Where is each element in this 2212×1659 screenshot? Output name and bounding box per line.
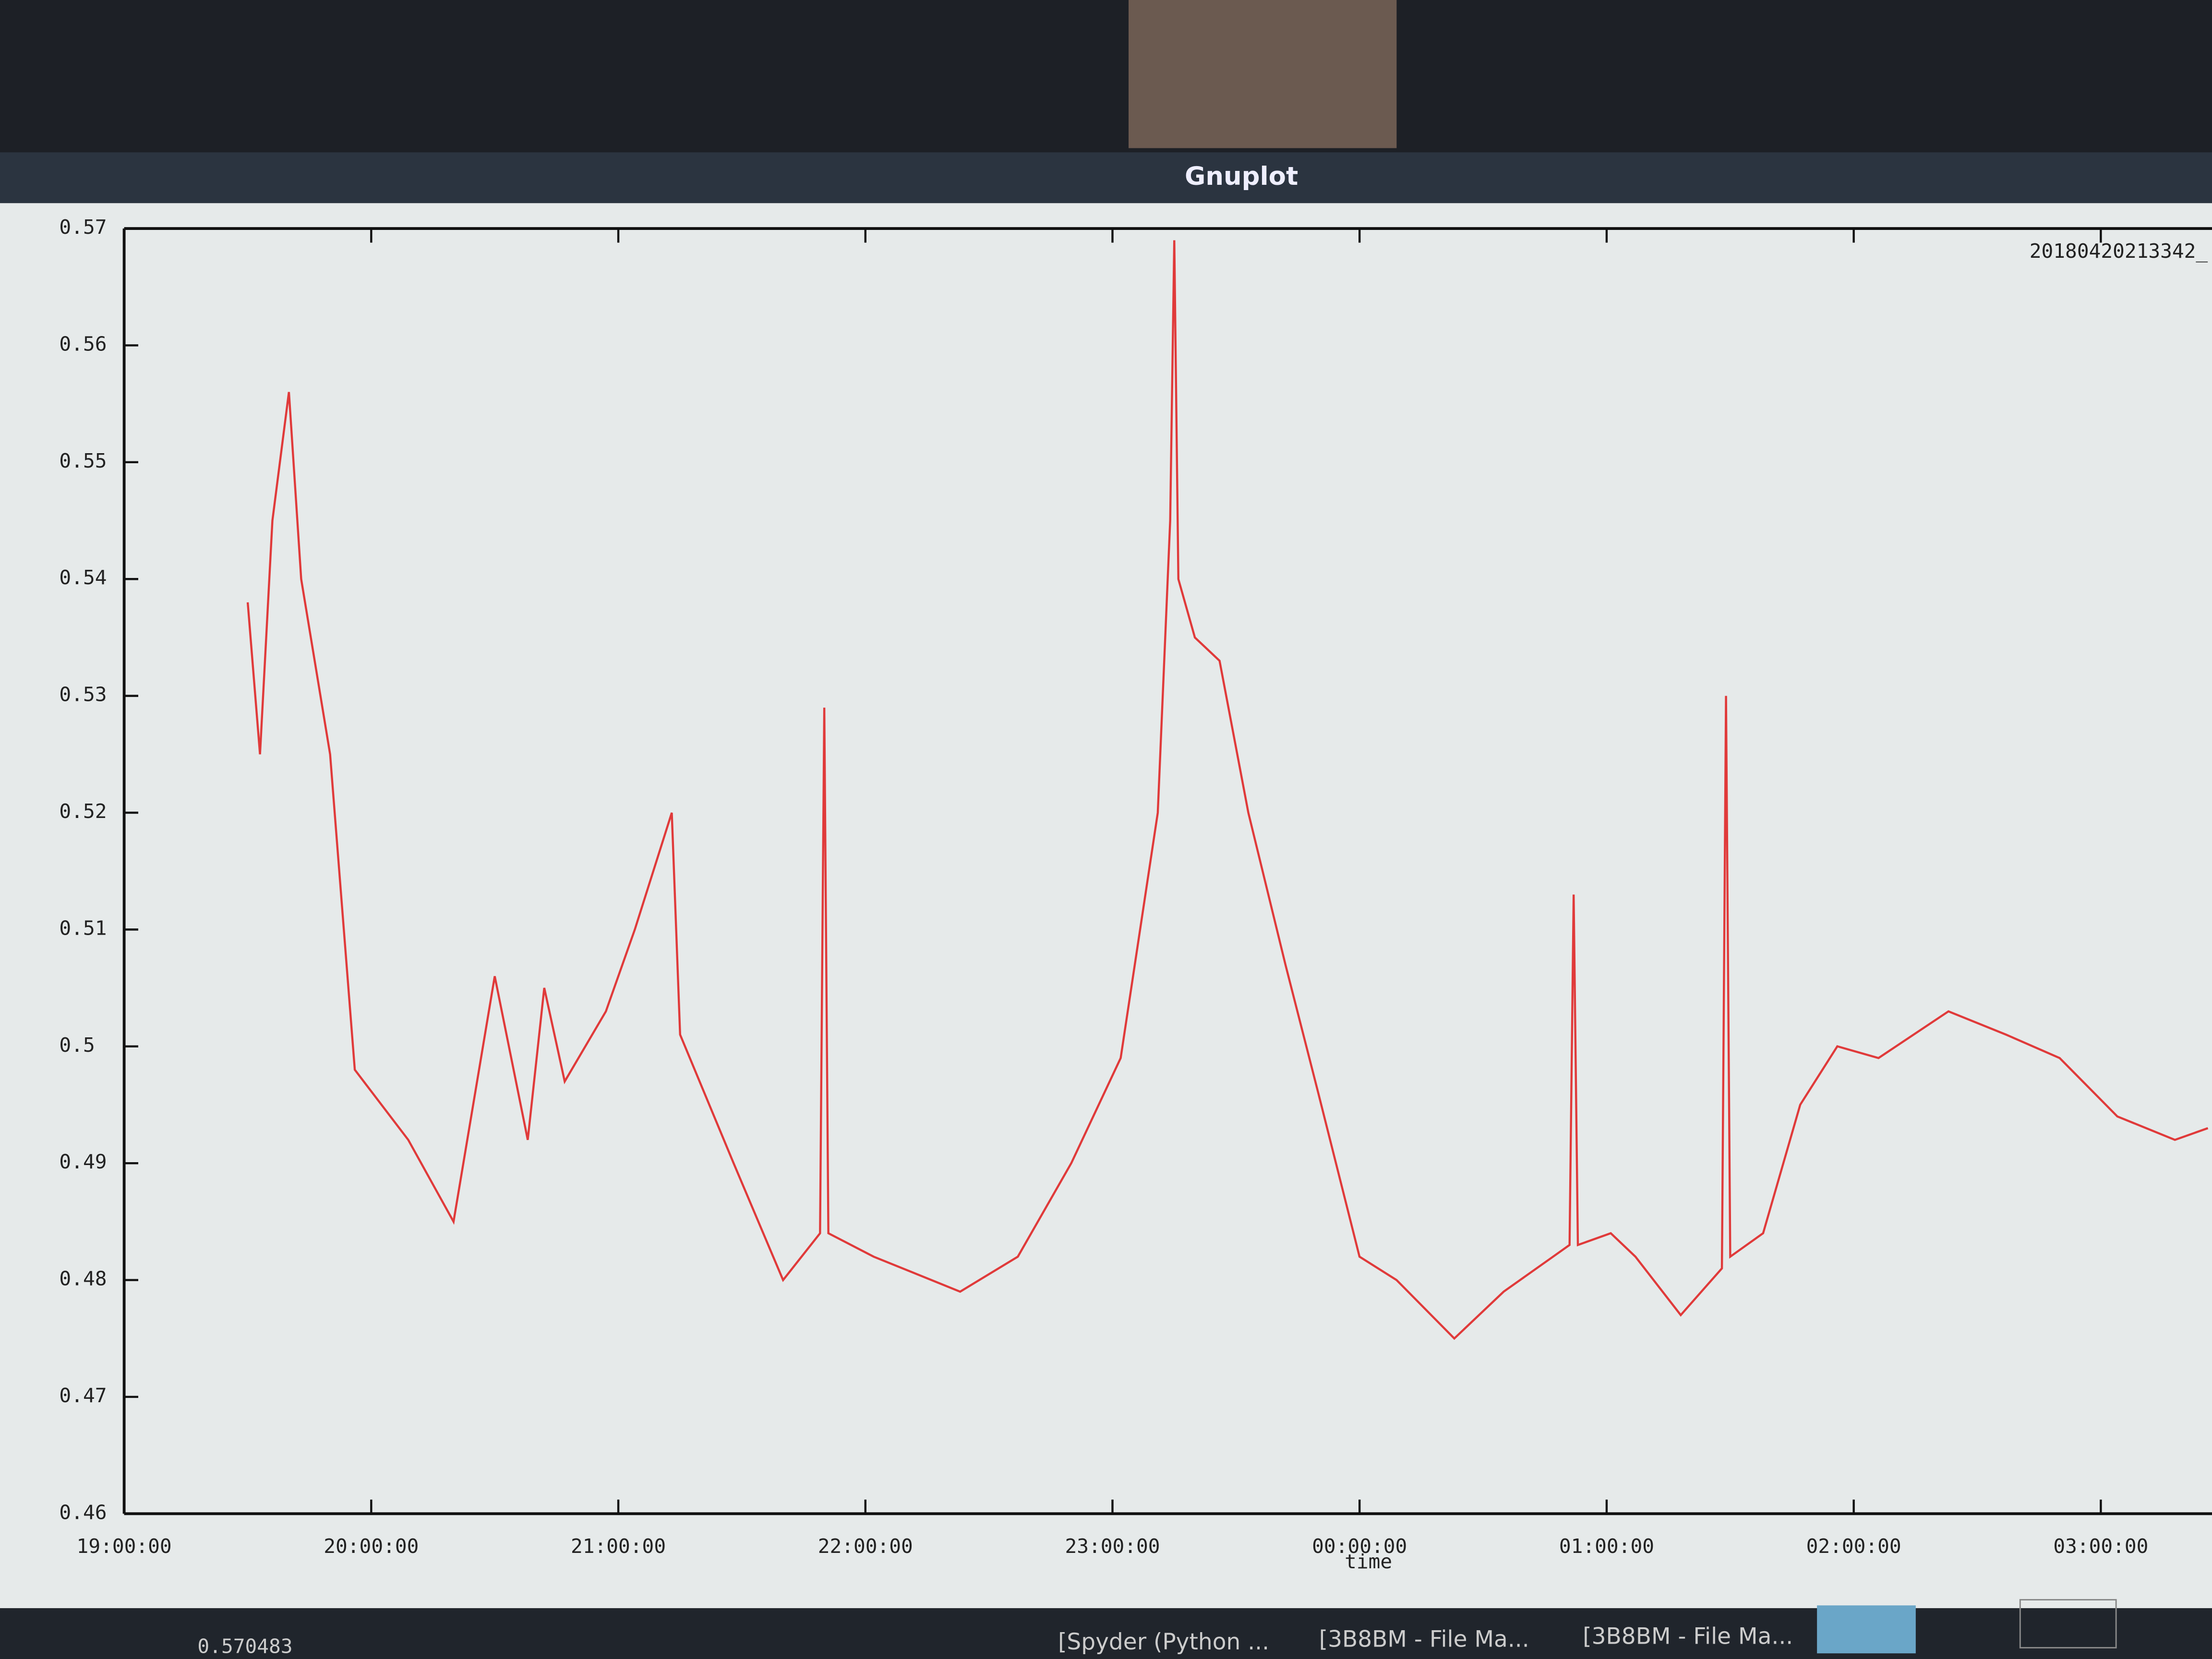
y-tick-label: 0.51: [59, 916, 107, 939]
y-tick-label: 0.54: [59, 566, 107, 589]
terminal-button[interactable]: [2019, 1599, 2117, 1648]
y-tick-label: 0.53: [59, 683, 107, 706]
data-line: [246, 240, 2209, 1340]
tape: [1129, 0, 1397, 148]
x-tick-label: 21:00:00: [571, 1535, 666, 1558]
y-tick-label: 0.55: [59, 449, 107, 472]
status-value: 0.570483: [197, 1635, 292, 1658]
taskbar-item[interactable]: [Spyder (Python ...: [1058, 1629, 1269, 1655]
y-tick-label: 0.52: [59, 800, 107, 823]
plot-window: [0, 203, 2212, 1609]
taskbar-item[interactable]: [3B8BM - File Ma...: [1319, 1626, 1529, 1652]
x-tick-label: 20:00:00: [324, 1535, 419, 1558]
subtitle: 20180420213342_: [2030, 240, 2208, 263]
desktop-top: [0, 0, 2212, 156]
title-bar[interactable]: [0, 152, 2212, 204]
y-tick-label: 0.56: [59, 332, 107, 355]
x-tick-label: 23:00:00: [1065, 1535, 1160, 1558]
y-tick-label: 0.57: [59, 216, 107, 239]
window-title: Gnuplot: [1185, 162, 1298, 191]
x-tick-label: 01:00:00: [1559, 1535, 1654, 1558]
taskbar-item[interactable]: [3B8BM - File Ma...: [1583, 1623, 1793, 1649]
y-tick-label: 0.49: [59, 1150, 107, 1173]
x-tick-label: 22:00:00: [818, 1535, 913, 1558]
y-tick-label: 0.46: [59, 1501, 107, 1524]
x-tick-label: 03:00:00: [2053, 1535, 2148, 1558]
x-tick-label: 02:00:00: [1806, 1535, 1901, 1558]
y-tick-label: 0.48: [59, 1267, 107, 1290]
x-axis-label: time: [1345, 1550, 1392, 1573]
y-tick-label: 0.47: [59, 1384, 107, 1407]
x-tick-label: 00:00:00: [1312, 1535, 1407, 1558]
taskbar-button[interactable]: [1817, 1605, 1916, 1654]
x-tick-label: 19:00:00: [77, 1535, 172, 1558]
y-tick-label: 0.5: [59, 1034, 95, 1057]
